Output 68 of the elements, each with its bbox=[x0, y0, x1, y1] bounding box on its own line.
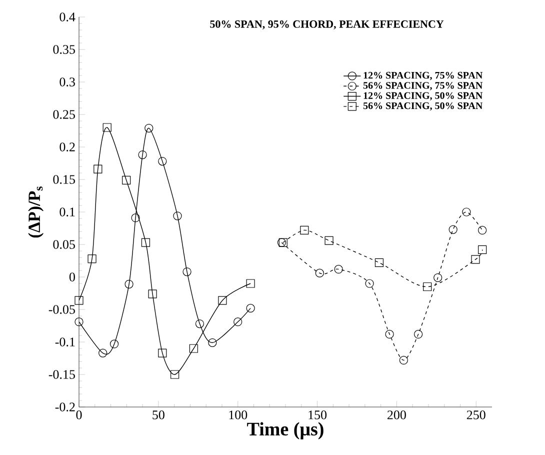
point bbox=[208, 338, 217, 347]
point bbox=[478, 226, 487, 234]
point bbox=[131, 214, 140, 222]
point bbox=[246, 279, 255, 288]
point bbox=[158, 348, 167, 358]
y-tick-label: 0.3 bbox=[60, 78, 75, 86]
y-tick-label: 0.15 bbox=[53, 175, 75, 184]
point bbox=[74, 296, 84, 305]
x-tick-label: 0 bbox=[76, 410, 82, 420]
point bbox=[173, 212, 182, 220]
point bbox=[158, 157, 167, 166]
point bbox=[462, 208, 471, 216]
legend-label: 56% SPACING, 75% SPAN bbox=[363, 82, 483, 90]
x-tick-label: 200 bbox=[388, 410, 406, 420]
point bbox=[334, 264, 343, 274]
y-axis-title: (ΔP)/P$_{s}$ bbox=[28, 186, 44, 238]
chart-title: 50% SPAN, 95% CHORD, PEAK EFFECIENCY bbox=[210, 20, 444, 30]
point bbox=[315, 268, 324, 278]
x-tick-label: 150 bbox=[308, 410, 327, 420]
point bbox=[471, 255, 480, 264]
point bbox=[195, 320, 204, 328]
point bbox=[374, 258, 384, 267]
point bbox=[365, 279, 374, 288]
point bbox=[385, 330, 394, 338]
point bbox=[138, 150, 147, 160]
point bbox=[74, 318, 84, 326]
point bbox=[122, 176, 131, 184]
point bbox=[182, 267, 192, 276]
point bbox=[94, 164, 102, 174]
x-tick-label: 50 bbox=[152, 410, 164, 420]
y-tick-label: -0.15 bbox=[48, 370, 75, 379]
y-tick-label: 0.1 bbox=[60, 208, 75, 216]
point bbox=[124, 280, 134, 288]
point bbox=[478, 245, 487, 254]
point bbox=[246, 304, 255, 312]
point bbox=[414, 330, 423, 338]
point bbox=[300, 226, 309, 234]
point bbox=[189, 344, 198, 353]
point bbox=[98, 348, 108, 358]
y-tick-label: 0.2 bbox=[60, 142, 75, 152]
point bbox=[324, 236, 334, 245]
x-axis-title: Time (μs) bbox=[247, 422, 324, 440]
point bbox=[102, 123, 112, 132]
point bbox=[434, 273, 442, 282]
x-tick-label: 100 bbox=[229, 410, 248, 420]
legend-label: 12% SPACING, 50% SPAN bbox=[364, 92, 483, 100]
y-tick-label: 0.25 bbox=[53, 110, 75, 119]
y-tick-label: 0.4 bbox=[60, 12, 76, 22]
point bbox=[110, 340, 119, 348]
point bbox=[423, 282, 432, 292]
legend-label: 56% SPACING, 50% SPAN bbox=[363, 102, 483, 111]
point bbox=[170, 370, 180, 379]
point bbox=[234, 318, 242, 326]
y-tick-label: 0.35 bbox=[53, 45, 75, 54]
x-tick-label: 250 bbox=[466, 410, 486, 420]
y-tick-label: -0.1 bbox=[55, 338, 75, 346]
y-tick-label: 0 bbox=[69, 272, 75, 282]
point bbox=[141, 238, 150, 247]
y-tick-label: -0.2 bbox=[55, 402, 75, 412]
point bbox=[144, 124, 154, 132]
point bbox=[148, 290, 157, 298]
point bbox=[448, 225, 458, 234]
y-tick-label: 0.05 bbox=[53, 240, 75, 249]
y-tick-label: -0.05 bbox=[48, 305, 75, 314]
legend-label: 12% SPACING, 75% SPAN bbox=[364, 72, 483, 80]
point bbox=[399, 356, 408, 364]
point bbox=[218, 296, 227, 305]
point bbox=[88, 254, 96, 264]
